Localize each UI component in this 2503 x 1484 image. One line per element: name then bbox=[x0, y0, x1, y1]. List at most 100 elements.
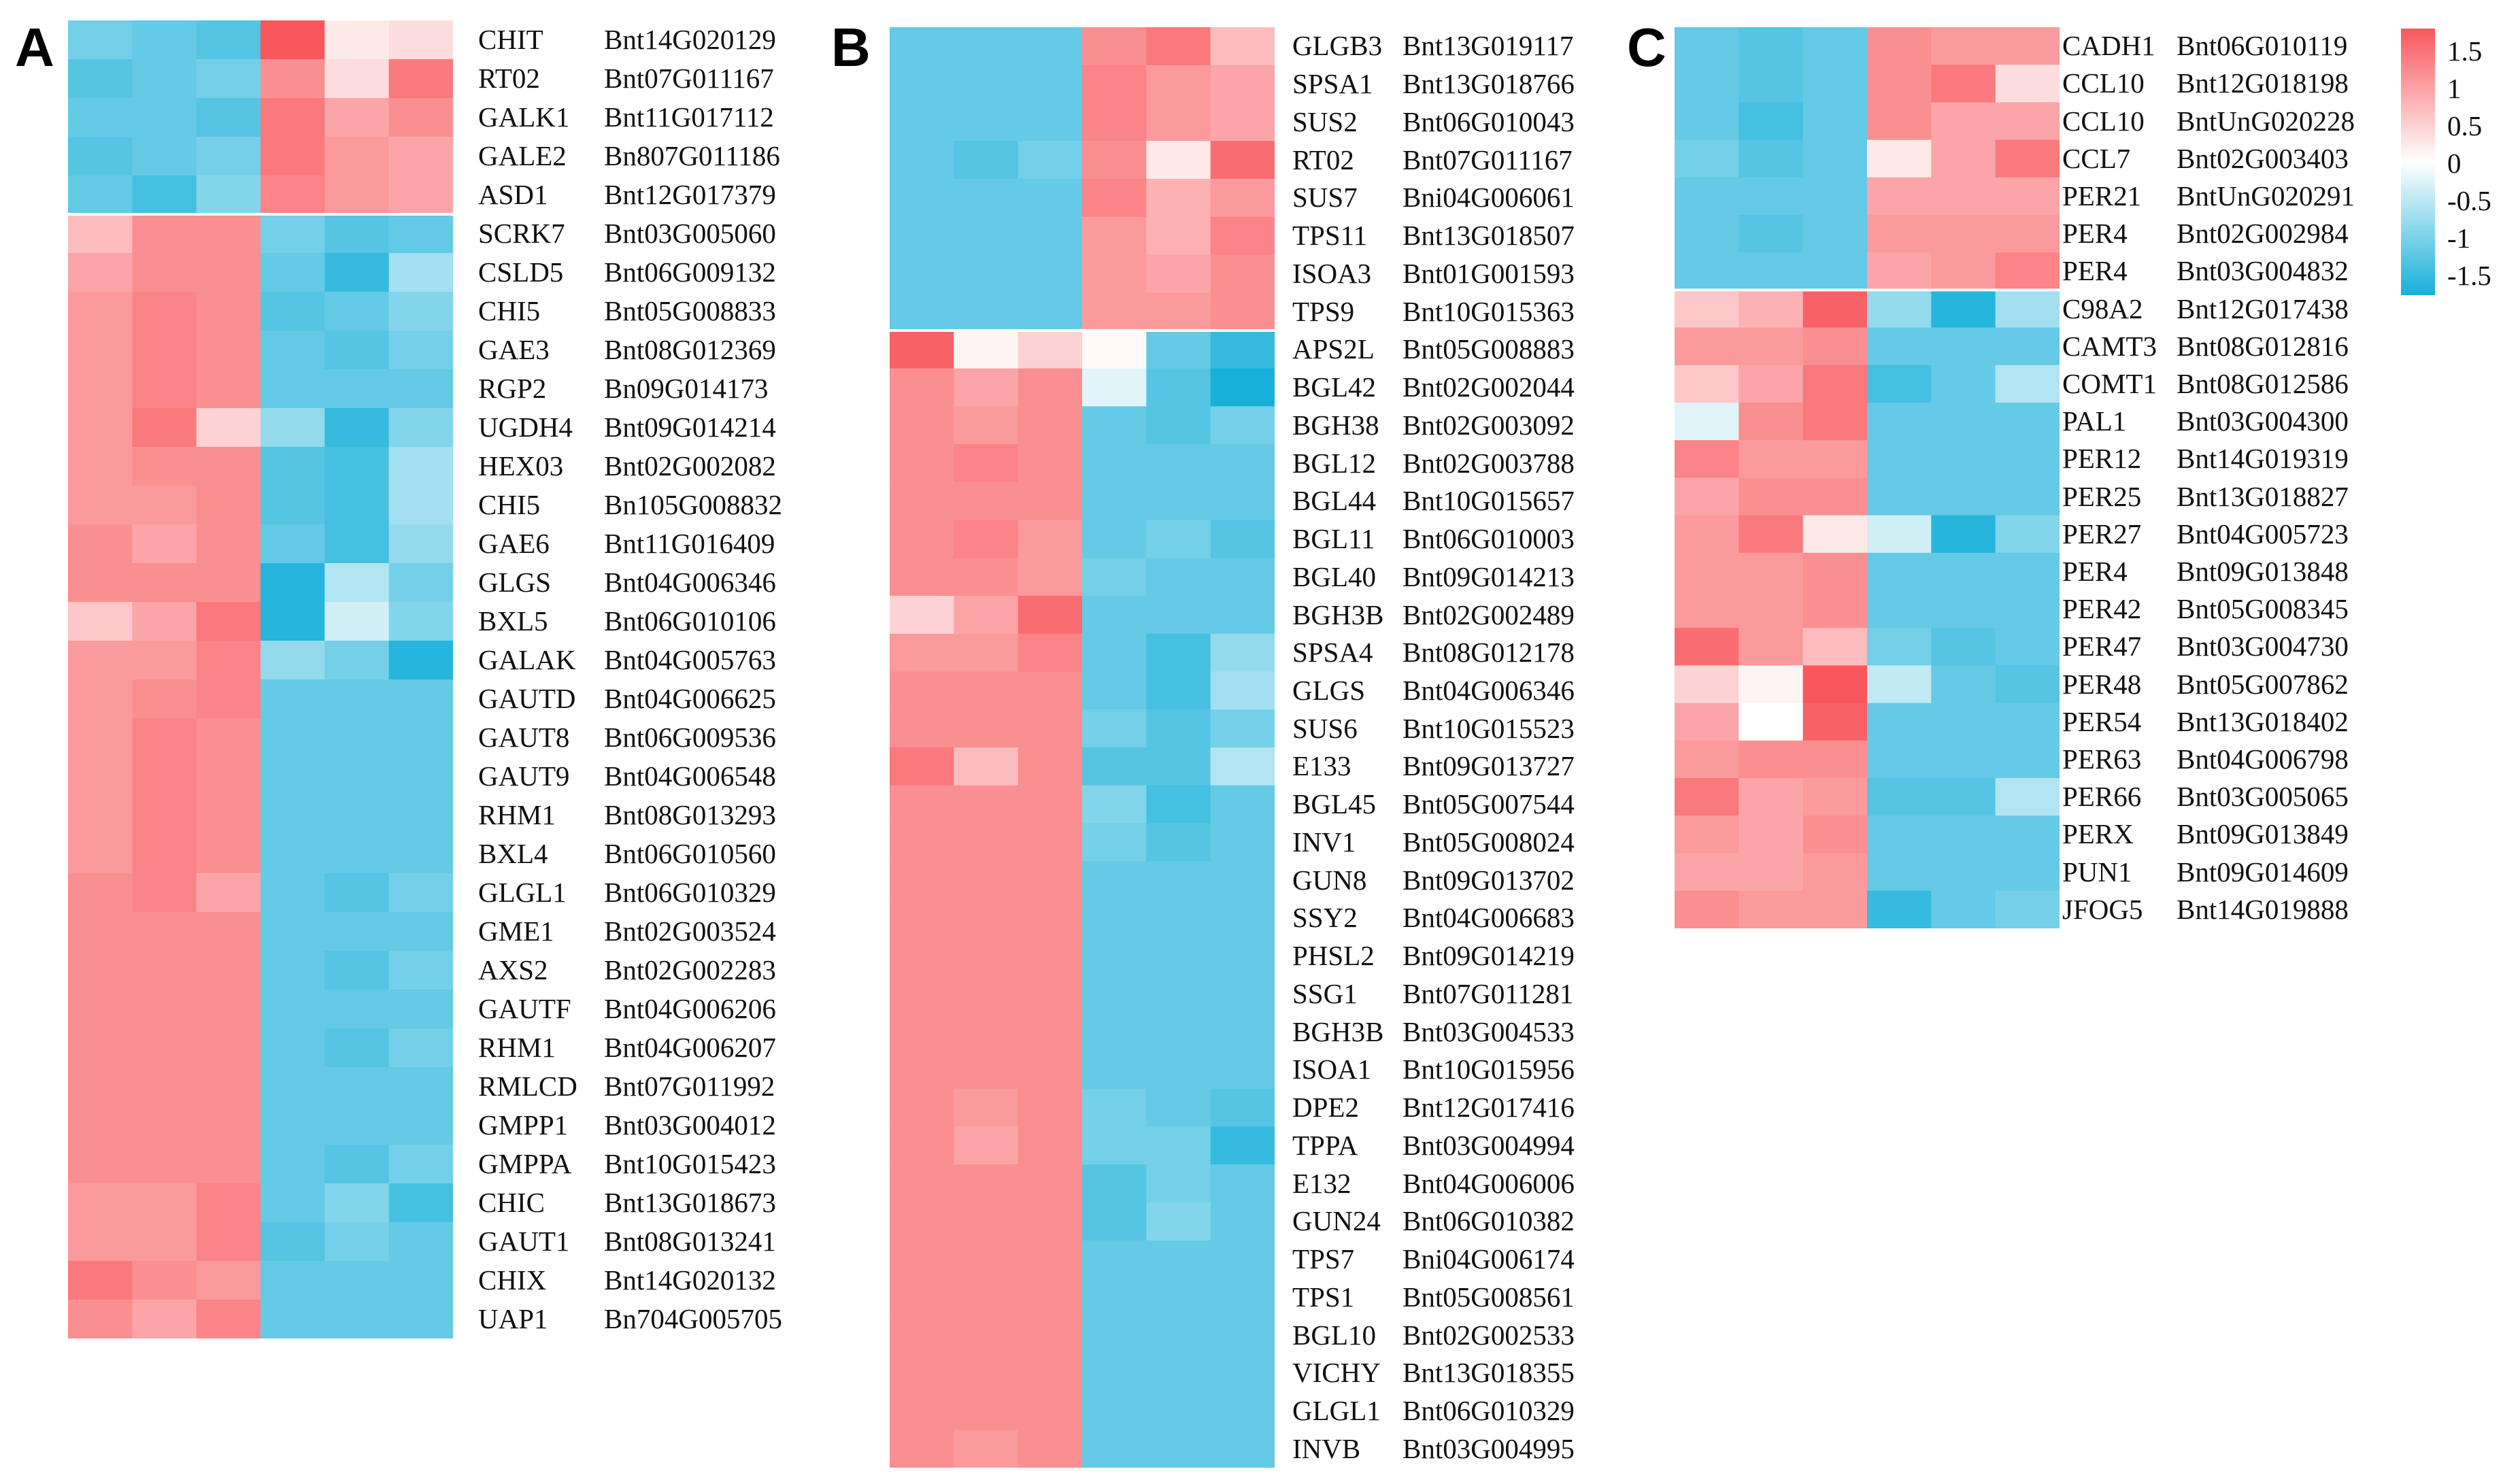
heatmap-cell bbox=[388, 873, 453, 913]
heatmap-cell bbox=[324, 718, 390, 758]
heatmap-cell bbox=[1867, 628, 1932, 666]
heatmap-cell bbox=[132, 834, 197, 874]
heatmap-cell bbox=[132, 1183, 197, 1223]
gene-id: Bnt04G006006 bbox=[1402, 1167, 1575, 1199]
row-label: BGL40 Bnt09G014213 bbox=[1292, 560, 1575, 592]
heatmap-cell bbox=[132, 1222, 197, 1262]
heatmap-cell bbox=[1210, 596, 1275, 635]
gene-name: PER4 bbox=[2062, 218, 2128, 250]
row-label: PER25 Bnt13G018827 bbox=[2062, 482, 2349, 511]
gene-id: Bnt04G006206 bbox=[604, 993, 776, 1024]
heatmap-cell bbox=[954, 1164, 1019, 1203]
heatmap-cell bbox=[68, 1261, 133, 1300]
heatmap-cell bbox=[1146, 823, 1211, 862]
row-label: ASD1 Bnt12G017379 bbox=[478, 180, 776, 210]
heatmap-cell bbox=[196, 757, 261, 796]
heatmap-cell bbox=[196, 834, 261, 874]
gene-name: CADH1 bbox=[2062, 30, 2155, 62]
heatmap-cell bbox=[132, 951, 197, 990]
heatmap-cell bbox=[1210, 1126, 1275, 1165]
heatmap-panel-c bbox=[1675, 27, 2060, 928]
row-label: TPS11 Bnt13G018507 bbox=[1292, 221, 1575, 251]
heatmap-cell bbox=[261, 718, 325, 758]
heatmap-cell bbox=[261, 524, 325, 564]
heatmap-panel-b bbox=[890, 27, 1275, 1468]
heatmap-cell bbox=[1146, 141, 1211, 180]
gene-id: Bnt07G011167 bbox=[1402, 144, 1573, 175]
heatmap-cell bbox=[954, 482, 1019, 521]
heatmap-cell bbox=[1738, 440, 1804, 478]
gene-name: GMPPA bbox=[478, 1148, 572, 1179]
heatmap-cell bbox=[324, 951, 390, 990]
heatmap-cell bbox=[1018, 899, 1083, 938]
gene-name: UAP1 bbox=[478, 1303, 548, 1334]
heatmap-cell bbox=[1675, 740, 1739, 779]
gene-name: PERX bbox=[2062, 818, 2134, 850]
gene-name: APS2L bbox=[1292, 333, 1375, 365]
heatmap-cell bbox=[196, 1145, 261, 1184]
gene-id: Bnt10G015423 bbox=[604, 1148, 776, 1179]
gene-name: TPS7 bbox=[1292, 1243, 1355, 1275]
heatmap-cell bbox=[890, 1088, 954, 1128]
row-label: GAUT8 Bnt06G009536 bbox=[478, 723, 776, 753]
heatmap-cell bbox=[324, 757, 390, 796]
heatmap-cell bbox=[388, 1183, 453, 1223]
heatmap-cell bbox=[388, 1222, 453, 1262]
heatmap-cell bbox=[196, 563, 261, 603]
heatmap-cell bbox=[1802, 403, 1868, 441]
gene-name: BGL40 bbox=[1292, 560, 1376, 592]
gene-id: Bnt12G017379 bbox=[604, 179, 776, 210]
heatmap-cell bbox=[1082, 1202, 1147, 1241]
heatmap-cell bbox=[1082, 216, 1147, 256]
heatmap-cell bbox=[68, 1106, 133, 1145]
heatmap-cell bbox=[1082, 1278, 1147, 1317]
gene-id: Bnt03G004832 bbox=[2177, 255, 2349, 287]
heatmap-cell bbox=[1802, 890, 1868, 928]
gene-id: Bnt04G006207 bbox=[604, 1032, 776, 1063]
gene-name: GAUTD bbox=[478, 683, 576, 714]
gene-name: GUN24 bbox=[1292, 1205, 1381, 1237]
heatmap-cell bbox=[1931, 403, 1996, 441]
heatmap-cell bbox=[324, 796, 390, 835]
heatmap-cell bbox=[1738, 365, 1804, 403]
heatmap-cell bbox=[261, 990, 325, 1029]
row-label: PER21 BntUnG020291 bbox=[2062, 181, 2355, 211]
heatmap-cell bbox=[1146, 482, 1211, 521]
heatmap-cell bbox=[1995, 815, 2060, 854]
heatmap-cell bbox=[954, 368, 1019, 407]
row-label: TPPA Bnt03G004994 bbox=[1292, 1130, 1575, 1160]
heatmap-cell bbox=[1802, 628, 1868, 666]
heatmap-cell bbox=[1675, 65, 1739, 103]
heatmap-cell bbox=[1931, 440, 1996, 478]
heatmap-cell bbox=[388, 1145, 453, 1184]
gene-id: Bnt03G004994 bbox=[1402, 1129, 1575, 1161]
heatmap-cell bbox=[1018, 330, 1083, 369]
heatmap-cell bbox=[1018, 178, 1083, 218]
gene-name: SUS2 bbox=[1292, 105, 1358, 137]
heatmap-cell bbox=[1210, 1278, 1275, 1317]
row-label: CHI5 Bnt05G008833 bbox=[478, 297, 776, 326]
heatmap-cell bbox=[954, 1278, 1019, 1317]
row-label: PER4 Bnt03G004832 bbox=[2062, 256, 2349, 286]
heatmap-cell bbox=[68, 524, 133, 564]
gene-id: Bnt07G011167 bbox=[604, 63, 774, 94]
heatmap-cell bbox=[1210, 1392, 1275, 1430]
row-label: RGP2 Bn09G014173 bbox=[478, 374, 768, 404]
row-label: JFOG5 Bnt14G019888 bbox=[2062, 894, 2349, 924]
heatmap-cell bbox=[68, 59, 133, 99]
heatmap-cell bbox=[324, 331, 390, 370]
heatmap-cell bbox=[890, 899, 954, 938]
heatmap-cell bbox=[1082, 444, 1147, 483]
panel-label-b: B bbox=[831, 17, 871, 78]
legend-tick-label: 0 bbox=[2447, 147, 2462, 179]
heatmap-cell bbox=[388, 137, 453, 176]
heatmap-cell bbox=[1675, 590, 1739, 628]
gene-name: DPE2 bbox=[1292, 1092, 1359, 1124]
gene-id: Bnt04G006346 bbox=[604, 567, 776, 598]
heatmap-cell bbox=[68, 757, 133, 796]
heatmap-cell bbox=[388, 912, 453, 951]
gene-id: Bnt02G003788 bbox=[1402, 447, 1575, 479]
heatmap-panel-a bbox=[68, 20, 453, 1338]
gene-id: BntUnG020228 bbox=[2177, 105, 2355, 137]
heatmap-cell bbox=[1738, 177, 1804, 216]
